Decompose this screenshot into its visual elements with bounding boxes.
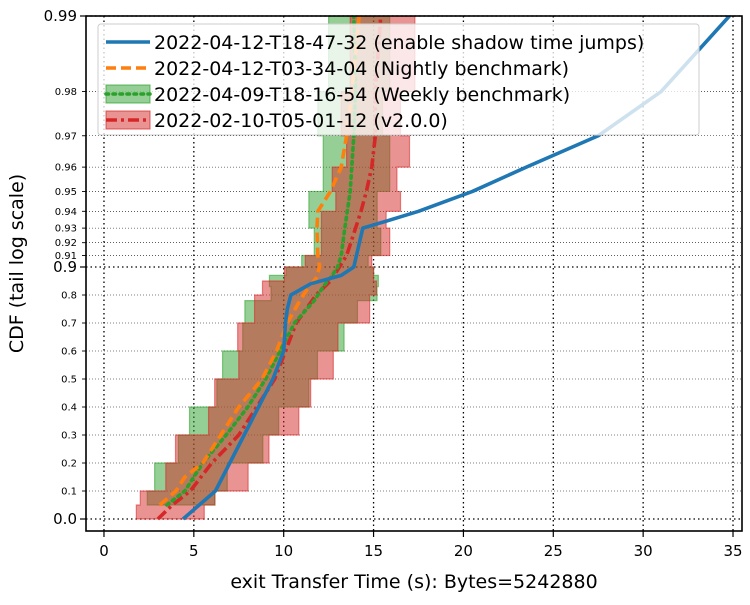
legend: 2022-04-12-T18-47-32 (enable shadow time… bbox=[97, 23, 700, 136]
legend-entry-label: 2022-04-12-T03-34-04 (Nightly benchmark) bbox=[154, 58, 569, 80]
axis-ticks: 0 5 10 15 20 25 30 35 0.0 0.9 0.99 0.1 0.2 0.3 0.4 0.5 0… bbox=[44, 7, 743, 560]
y-minor-tick-label: 0.2 bbox=[61, 459, 77, 470]
y-minor-tick-label: 0.1 bbox=[61, 487, 77, 498]
y-minor-tick-label: 0.6 bbox=[61, 347, 77, 358]
legend-entry-label: 2022-02-10-T05-01-12 (v2.0.0) bbox=[154, 110, 448, 132]
series-lines bbox=[156, 16, 731, 521]
x-tick-label: 35 bbox=[723, 542, 742, 560]
y-minor-tick-label: 0.92 bbox=[55, 238, 77, 249]
y-minor-tick-label: 0.91 bbox=[55, 251, 77, 262]
y-major-tick-label: 0.9 bbox=[53, 258, 77, 276]
y-minor-tick-label: 0.5 bbox=[61, 375, 77, 386]
y-minor-tick-label: 0.96 bbox=[55, 163, 77, 174]
x-tick-label: 25 bbox=[544, 542, 563, 560]
y-minor-tick-label: 0.8 bbox=[61, 291, 77, 302]
y-minor-tick-label: 0.97 bbox=[55, 131, 77, 142]
plot-frame bbox=[85, 15, 743, 532]
y-minor-tick-label: 0.93 bbox=[55, 224, 77, 235]
series-line-2 bbox=[158, 16, 361, 507]
y-major-tick-label: 0.0 bbox=[53, 510, 77, 528]
y-axis-label: CDF (tail log scale) bbox=[6, 174, 28, 353]
x-tick-label: 15 bbox=[364, 542, 383, 560]
y-minor-tick-label: 0.4 bbox=[61, 403, 77, 414]
x-tick-label: 0 bbox=[99, 542, 109, 560]
x-tick-label: 10 bbox=[274, 542, 293, 560]
series-line-3 bbox=[165, 16, 358, 507]
x-tick-label: 20 bbox=[454, 542, 473, 560]
y-minor-tick-label: 0.98 bbox=[55, 87, 77, 98]
legend-entry-label: 2022-04-09-T18-16-54 (Weekly benchmark) bbox=[154, 84, 570, 106]
y-minor-tick-label: 0.94 bbox=[55, 207, 77, 218]
series-line-1 bbox=[181, 16, 731, 521]
x-tick-label: 5 bbox=[189, 542, 199, 560]
y-minor-tick-label: 0.3 bbox=[61, 431, 77, 442]
x-tick-label: 30 bbox=[634, 542, 653, 560]
legend-entry-label: 2022-04-12-T18-47-32 (enable shadow time… bbox=[154, 32, 644, 54]
y-major-tick-label: 0.99 bbox=[44, 7, 77, 25]
legend-box bbox=[97, 23, 700, 136]
y-minor-tick-label: 0.7 bbox=[61, 319, 77, 330]
y-minor-tick-label: 0.95 bbox=[55, 187, 77, 198]
x-axis-label: exit Transfer Time (s): Bytes=5242880 bbox=[230, 571, 597, 593]
